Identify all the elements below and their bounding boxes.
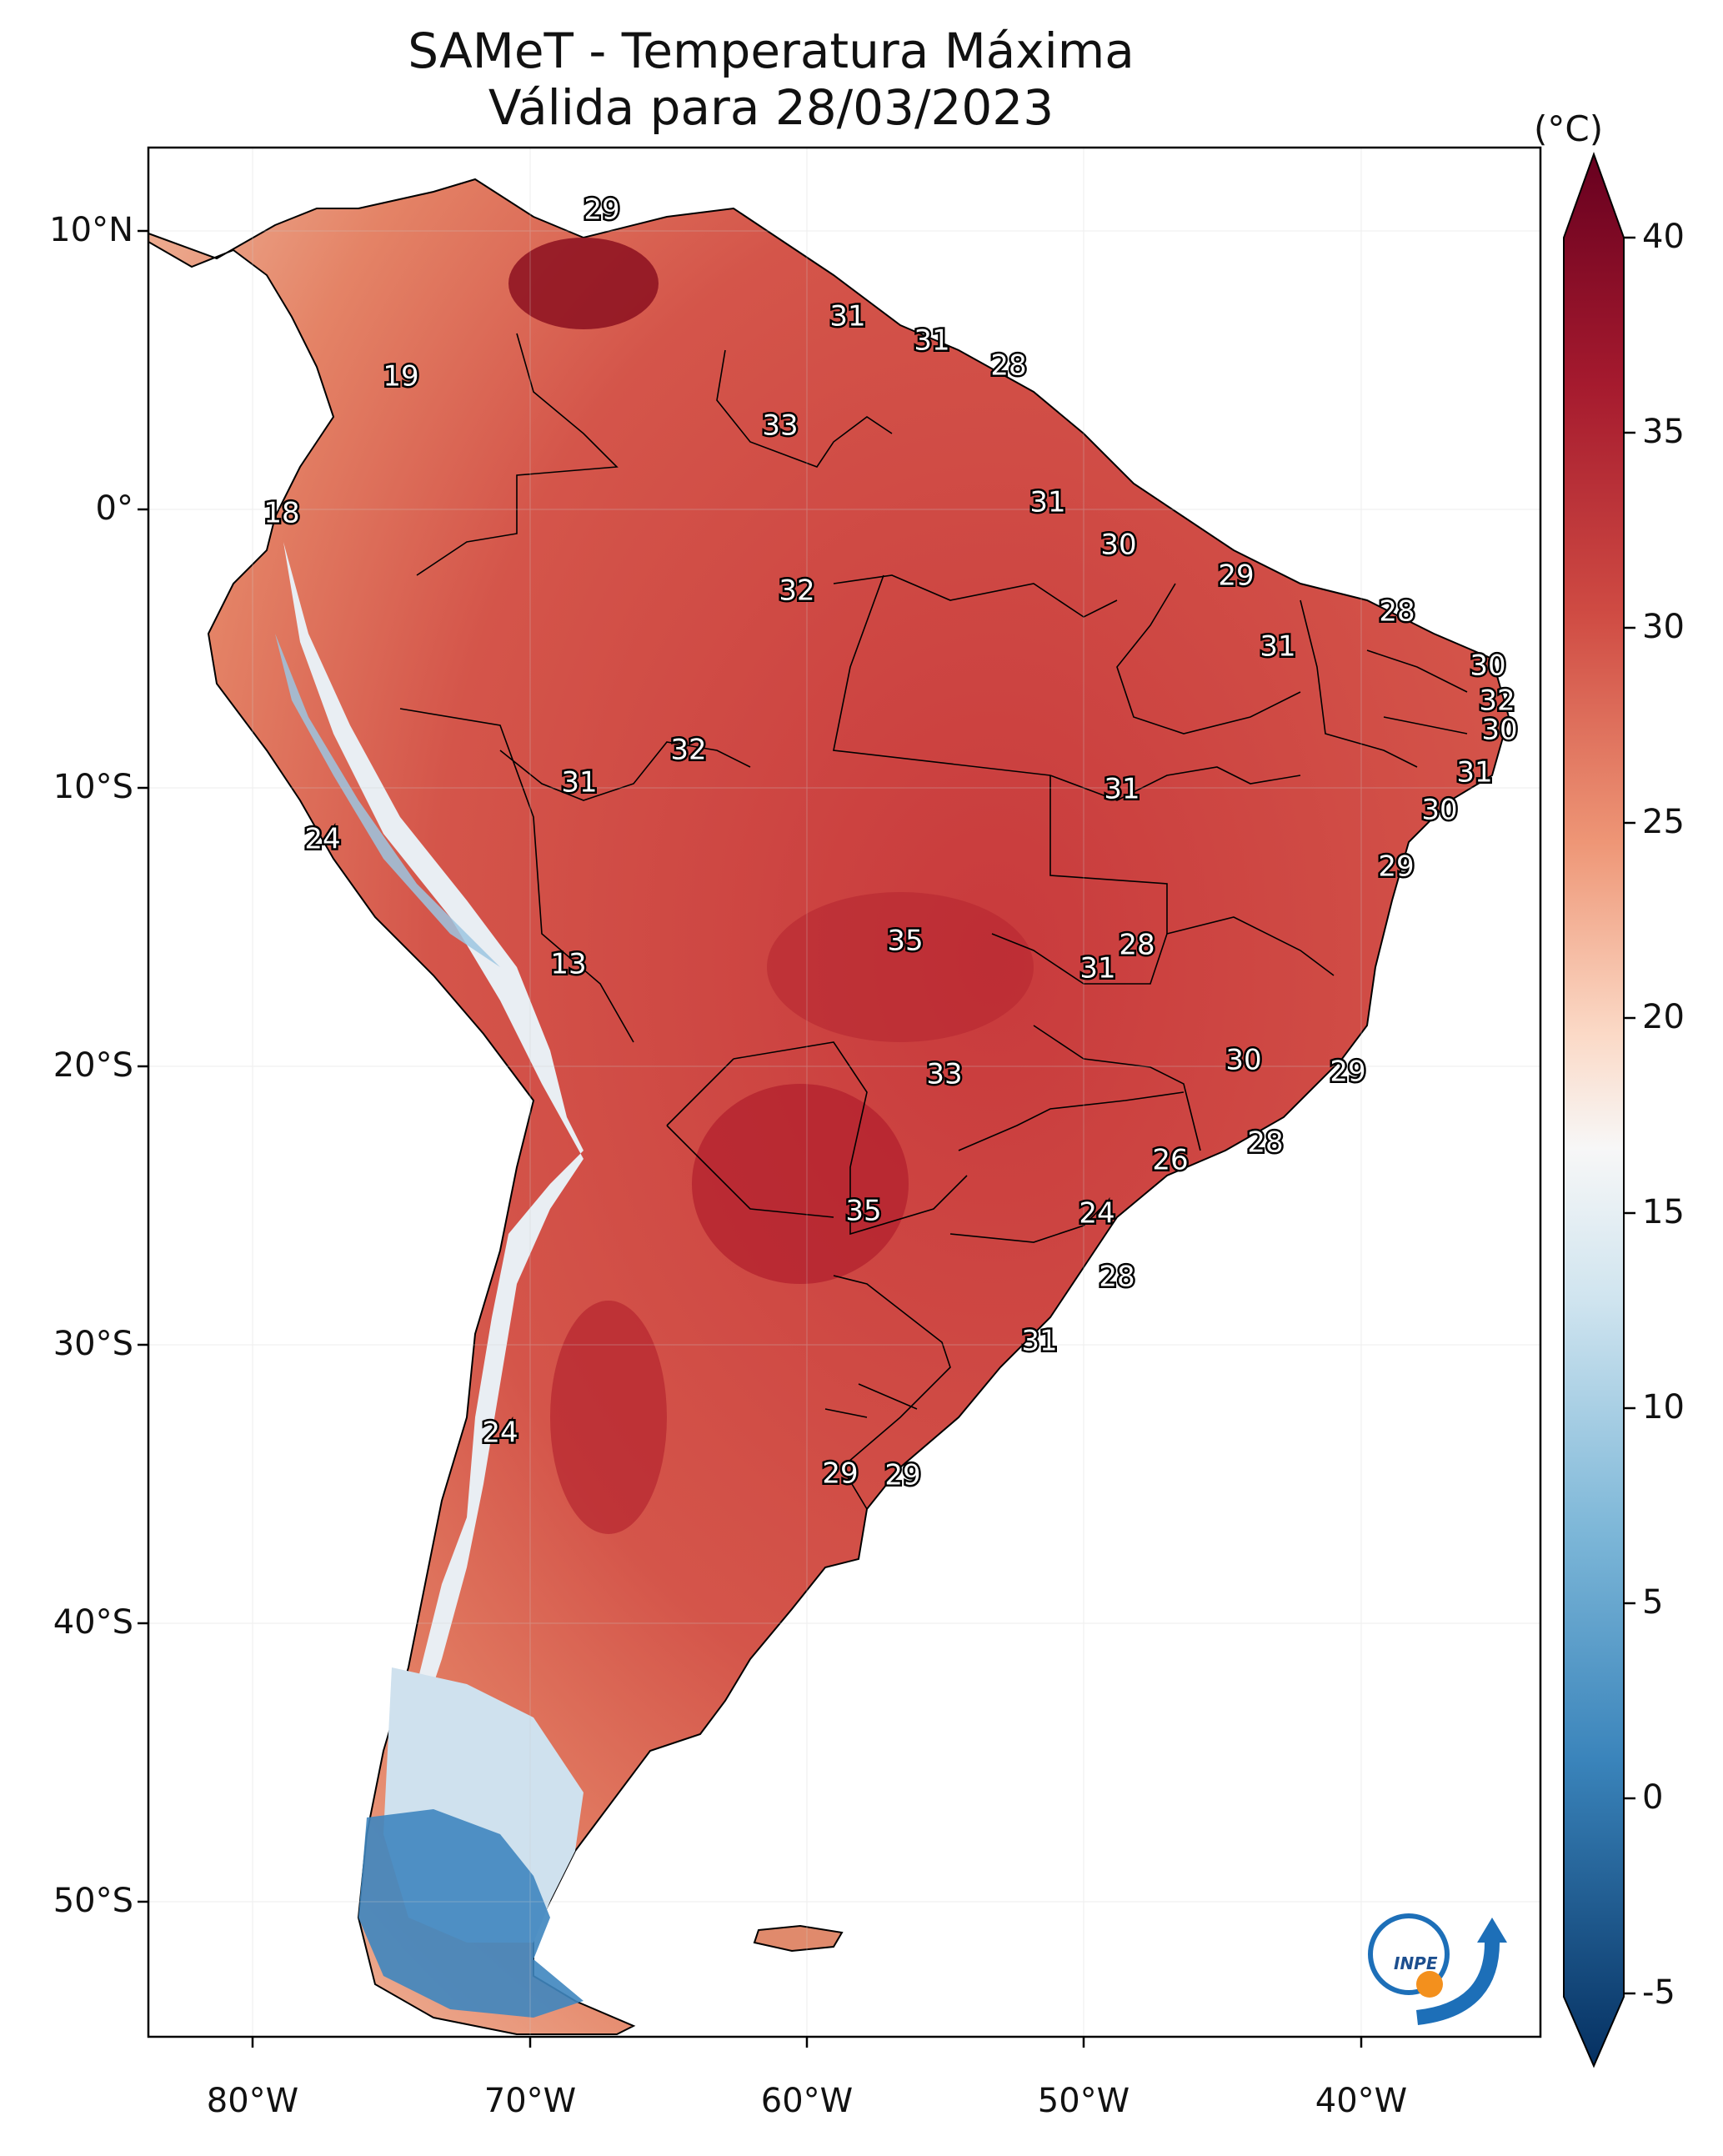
station-label: 31	[1456, 756, 1492, 790]
map-frame	[147, 146, 1542, 2038]
colorbar-tick-label: 25	[1642, 803, 1685, 841]
station-label: 24	[1079, 1197, 1114, 1231]
station-label: 31	[1029, 486, 1065, 519]
lat-tick-label: 10°S	[53, 768, 133, 806]
colorbar-tick-label: 5	[1642, 1583, 1664, 1622]
station-label: 13	[550, 948, 586, 981]
station-label: 28	[1247, 1126, 1283, 1160]
map-subtitle: Válida para 28/03/2023	[488, 79, 1054, 136]
station-label: 31	[561, 766, 597, 800]
station-label: 28	[990, 349, 1026, 383]
station-label: 24	[304, 823, 340, 856]
hot-spot-venezuela	[508, 238, 659, 329]
station-label: 32	[1479, 684, 1515, 718]
station-label: 18	[263, 497, 299, 530]
lat-tick-label: 40°S	[53, 1603, 133, 1642]
station-label: 28	[1379, 595, 1415, 629]
colorbar-tick-label: 10	[1642, 1388, 1685, 1426]
country-borders	[399, 333, 1468, 1510]
colorbar-unit: (°C)	[1534, 108, 1604, 149]
colorbar-tick-label: 40	[1642, 218, 1685, 256]
station-label: 29	[884, 1459, 920, 1492]
hot-spot-paraguay	[692, 1084, 909, 1284]
station-label: 19	[383, 360, 418, 394]
station-label: 29	[1378, 850, 1414, 884]
station-label: 29	[1218, 559, 1254, 593]
graticule	[148, 148, 1540, 2037]
lat-tick-label: 30°S	[53, 1325, 133, 1363]
hot-spot-mato-grosso	[767, 892, 1034, 1042]
map-title: SAMeT - Temperatura Máxima	[408, 23, 1134, 79]
station-label: 31	[1104, 773, 1139, 806]
andes-cool-band	[283, 542, 584, 1734]
station-label: 30	[1421, 794, 1457, 827]
inpe-logo-text: INPE	[1394, 1953, 1438, 1973]
station-label: 28	[1119, 929, 1155, 962]
colorbar-tick-label: 0	[1642, 1778, 1664, 1817]
station-label: 32	[779, 574, 814, 608]
station-label: 30	[1481, 714, 1517, 747]
station-label: 30	[1100, 529, 1136, 562]
hot-spot-argentina	[550, 1301, 667, 1534]
station-label: 29	[584, 193, 619, 227]
lon-tick-label: 70°W	[483, 2082, 577, 2120]
station-label: 31	[1260, 630, 1295, 664]
station-label: 24	[482, 1416, 518, 1450]
station-label: 28	[1099, 1261, 1134, 1294]
colorbar-tick-label: 30	[1642, 608, 1685, 646]
lon-tick-label: 50°W	[1037, 2082, 1130, 2120]
falkland-islands	[753, 1924, 844, 1953]
patagonia-coldest-region	[358, 1809, 584, 2018]
lon-tick-label: 80°W	[206, 2082, 299, 2120]
colorbar	[1563, 152, 1635, 2068]
lon-tick-label: 40°W	[1315, 2082, 1408, 2120]
station-label: 31	[1079, 952, 1115, 985]
lat-tick-label: 20°S	[53, 1046, 133, 1085]
colorbar-tick-label: 15	[1642, 1193, 1685, 1231]
station-label: 31	[1021, 1325, 1057, 1358]
colorbar-tick-label: 35	[1642, 413, 1685, 451]
station-label: 35	[887, 925, 923, 958]
station-label: 33	[762, 409, 798, 443]
station-label: 33	[926, 1058, 962, 1091]
station-label: 31	[914, 324, 949, 358]
station-label: 30	[1470, 649, 1505, 683]
colorbar-tick-label: 20	[1642, 998, 1685, 1036]
station-label: 35	[845, 1195, 881, 1228]
colorbar-body	[1563, 152, 1625, 2068]
lat-tick-label: 10°N	[49, 211, 133, 249]
lat-tick-label: 0°	[95, 489, 133, 528]
lon-tick-label: 60°W	[760, 2082, 854, 2120]
colorbar-tick-label: -5	[1642, 1973, 1675, 2012]
inpe-logo-icon: INPE	[1368, 1913, 1507, 2025]
station-label: 29	[1330, 1055, 1365, 1089]
station-labels: 29 31 31 28 19 33 18 31 30 29 32 28 31 3…	[262, 191, 1520, 1494]
station-label: 26	[1152, 1144, 1188, 1177]
station-label: 30	[1225, 1044, 1261, 1077]
station-label: 29	[822, 1457, 858, 1491]
lat-tick-label: 50°S	[53, 1882, 133, 1920]
station-label: 31	[829, 300, 865, 333]
station-label: 32	[670, 734, 706, 767]
